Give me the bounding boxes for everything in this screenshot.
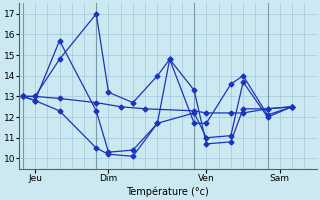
X-axis label: Température (°c): Température (°c) bbox=[126, 186, 209, 197]
